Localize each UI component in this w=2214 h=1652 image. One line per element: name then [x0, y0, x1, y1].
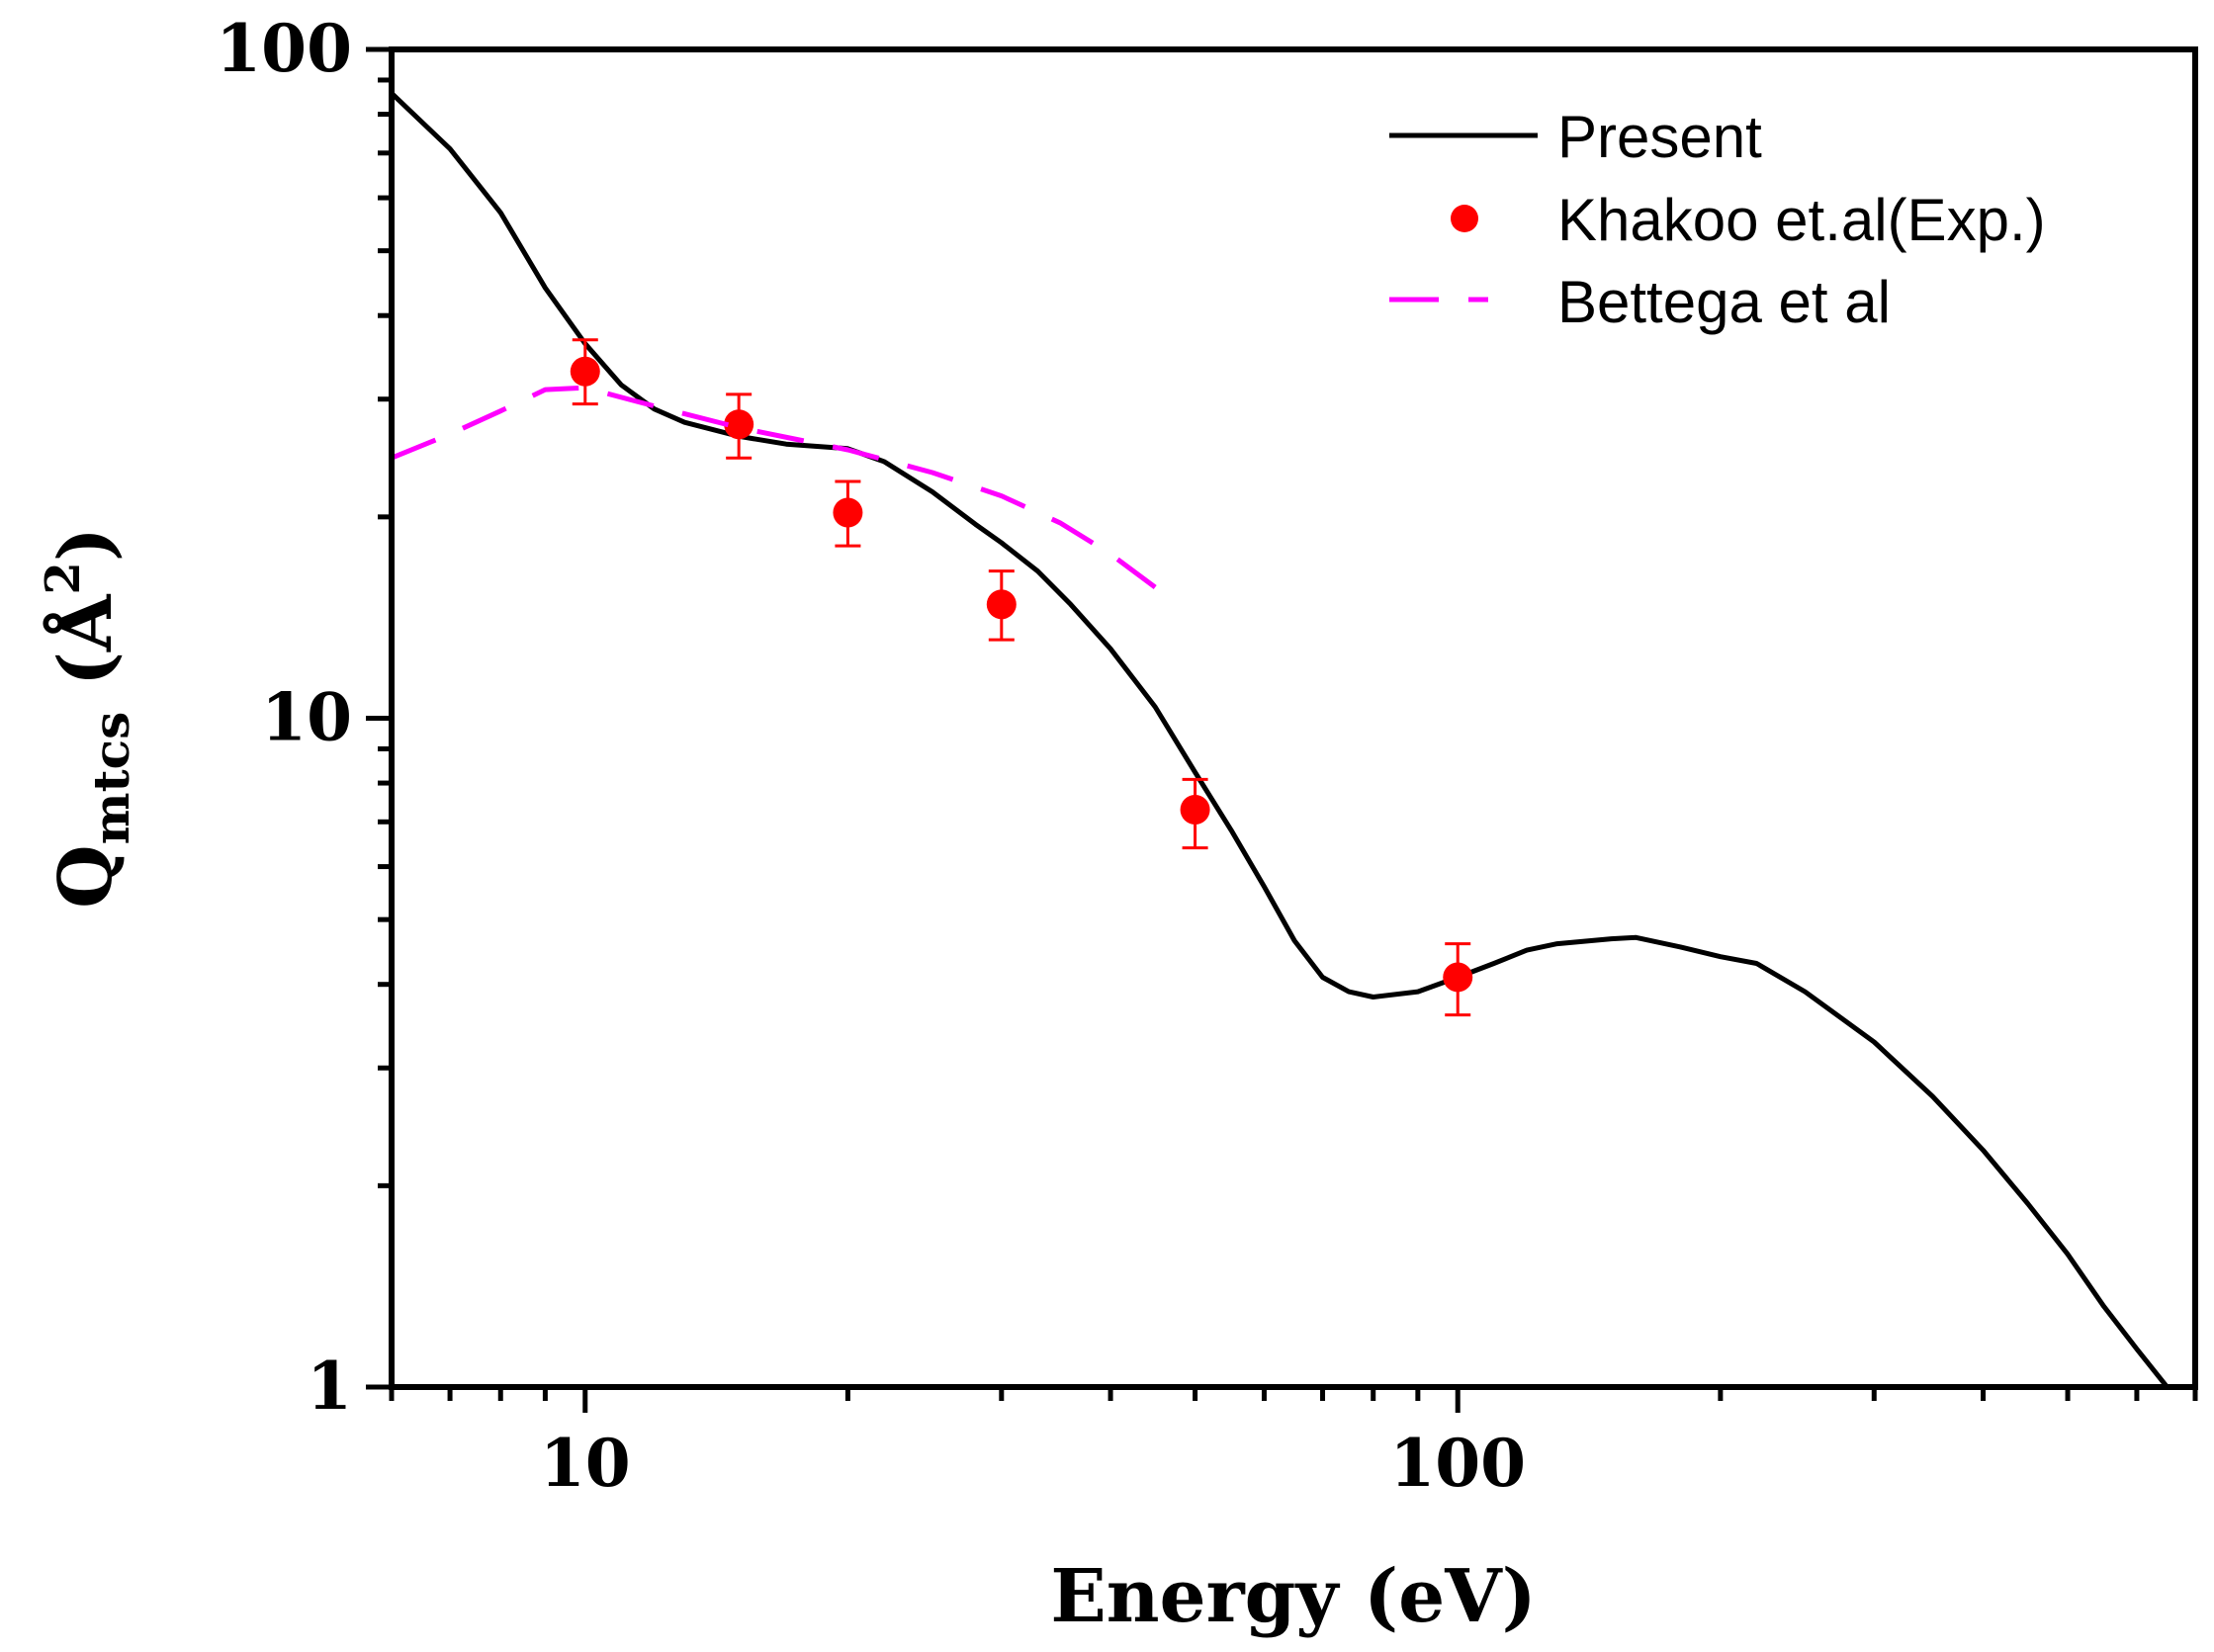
y-axis-title-symbol: Q — [44, 844, 129, 908]
data-point-khakoo — [833, 497, 863, 528]
y-axis-title-unit-open: ( — [44, 652, 129, 686]
x-tick-label: 10 — [540, 1425, 631, 1502]
legend: Present Khakoo et.al(Exp.) Bettega et al — [1389, 104, 2046, 335]
y-axis-title-space — [44, 686, 129, 712]
plot-area — [392, 49, 2195, 1387]
legend-label-khakoo: Khakoo et.al(Exp.) — [1557, 187, 2046, 253]
data-point-khakoo — [570, 356, 600, 387]
series-line-bettega — [391, 385, 1157, 590]
labels-layer: 10 100 1 10 100 — [216, 10, 1526, 1502]
plot-frame — [389, 46, 2198, 1390]
legend-swatch-khakoo — [1451, 205, 1478, 232]
y-tick-label: 10 — [261, 679, 352, 756]
x-axis-title: Energy (eV) — [1050, 1554, 1536, 1639]
marks-layer — [390, 91, 2170, 1389]
data-point-khakoo — [724, 409, 754, 440]
data-point-khakoo — [986, 589, 1017, 620]
legend-label-bettega: Bettega et al — [1557, 269, 1891, 335]
series-line-present — [390, 91, 2170, 1389]
y-axis-title-superscript: 2 — [36, 562, 91, 594]
y-axis-title: Qmtcs (Å2) — [36, 527, 140, 909]
y-tick-label: 1 — [307, 1348, 352, 1425]
svg-text:Qmtcs (Å2): Qmtcs (Å2) — [36, 527, 140, 909]
y-axis-title-unit-close: ) — [44, 527, 129, 562]
y-axis-title-unit: Å — [42, 593, 129, 652]
legend-label-present: Present — [1557, 104, 1762, 170]
x-tick-label: 100 — [1389, 1425, 1526, 1502]
data-point-khakoo — [1443, 962, 1473, 993]
data-point-khakoo — [1180, 794, 1210, 825]
y-axis-title-subscript: mtcs — [82, 712, 140, 845]
y-tick-label: 100 — [216, 10, 352, 87]
